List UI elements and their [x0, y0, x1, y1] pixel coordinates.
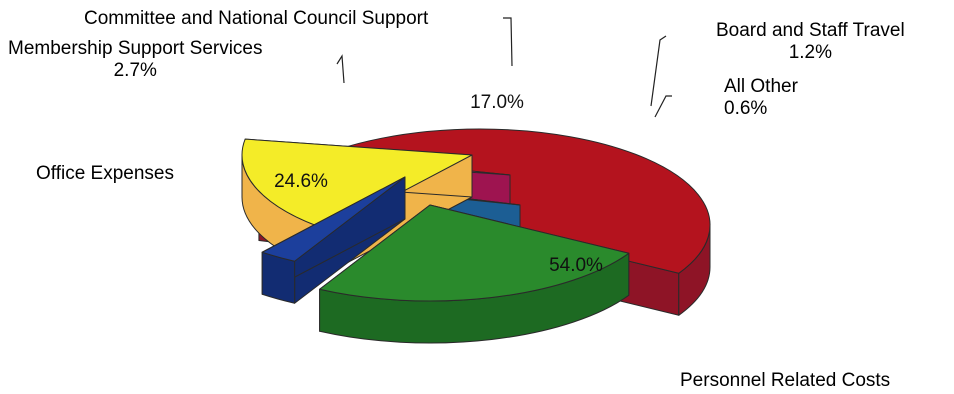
label-membership-support: Membership Support Services 2.7% [8, 38, 263, 82]
slice-membership-support [261, 176, 406, 304]
value-label-personnel-costs: 54.0% [549, 255, 603, 276]
value-label-committee-support: 17.0% [470, 92, 524, 113]
slice-top-office-expenses [319, 204, 630, 302]
value-label-office-expenses: 24.6% [274, 171, 328, 192]
label-committee-support: Committee and National Council Support [84, 8, 429, 29]
label-office-expenses: Office Expenses [36, 163, 175, 184]
slice-office-expenses [319, 204, 630, 344]
label-all-other-name: All Other [724, 76, 798, 97]
slice-top-membership-support [261, 176, 406, 262]
leader-line-membership-support [336, 54, 345, 84]
label-board-travel-name: Board and Staff Travel [716, 20, 905, 41]
leader-line-board-travel [650, 35, 667, 107]
label-all-other: All Other 0.6% [724, 76, 798, 120]
leader-line-all-other [654, 95, 672, 118]
label-membership-support-name: Membership Support Services [8, 38, 263, 59]
label-personnel-costs: Personnel Related Costs [680, 370, 891, 391]
label-board-travel: Board and Staff Travel 1.2% [716, 20, 905, 64]
label-board-travel-value: 1.2% [788, 42, 833, 63]
label-all-other-value: 0.6% [724, 98, 768, 119]
leader-line-committee-support [503, 17, 513, 67]
slice-top-committee-support [241, 138, 473, 231]
label-membership-support-value: 2.7% [113, 60, 157, 81]
